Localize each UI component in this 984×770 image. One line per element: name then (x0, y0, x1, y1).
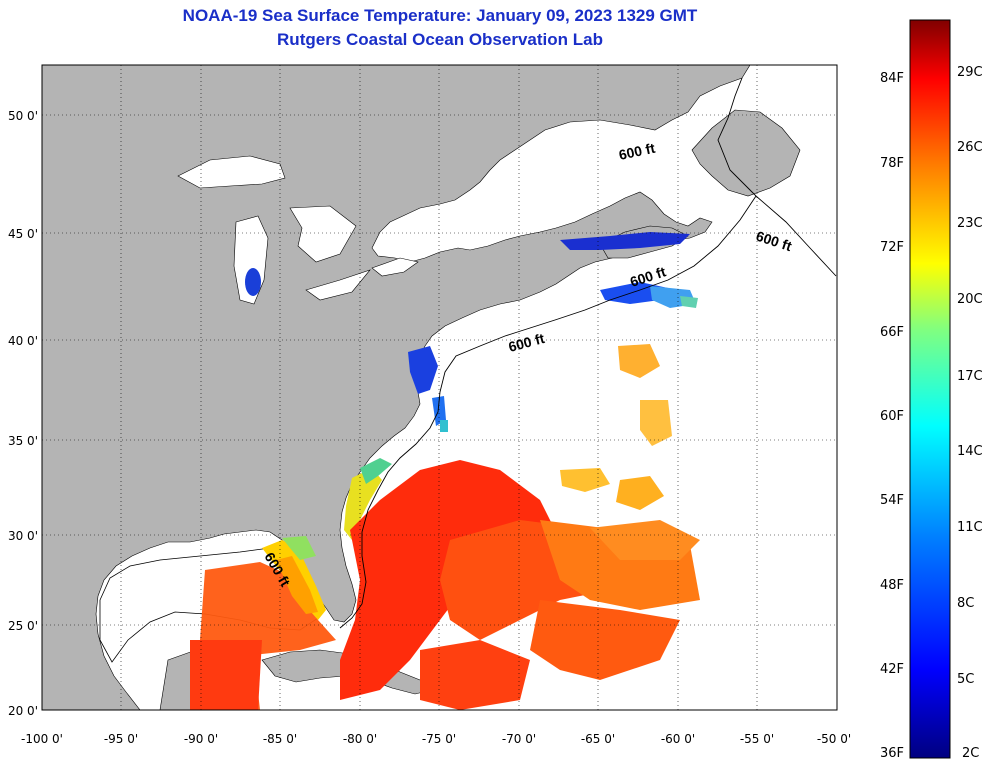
celsius-label: 11C (957, 520, 983, 535)
celsius-label: 20C (957, 292, 983, 307)
map-frame (41, 64, 838, 711)
lon-tick-label: -80 0' (343, 732, 377, 746)
lat-tick-label: 40 0' (8, 334, 38, 348)
lat-tick-label: 35 0' (8, 434, 38, 448)
fahrenheit-label: 36F (880, 746, 905, 761)
lon-tick-label: -60 0' (661, 732, 695, 746)
lon-tick-label: -50 0' (817, 732, 851, 746)
celsius-label: 2C (962, 746, 980, 761)
celsius-label: 17C (957, 369, 983, 384)
fahrenheit-label: 72F (880, 240, 905, 255)
celsius-label: 23C (957, 216, 983, 231)
lon-tick-label: -55 0' (740, 732, 774, 746)
lon-tick-label: -70 0' (502, 732, 536, 746)
lake-temperature-patch (245, 268, 261, 296)
longitude-axis: -100 0' -95 0' -90 0' -85 0' -80 0' -75 … (21, 732, 851, 746)
map-subtitle: Rutgers Coastal Ocean Observation Lab (277, 30, 603, 49)
lon-tick-label: -85 0' (263, 732, 297, 746)
celsius-label: 29C (957, 65, 983, 80)
fahrenheit-label: 60F (880, 409, 905, 424)
lat-tick-label: 20 0' (8, 704, 38, 718)
celsius-label: 5C (957, 672, 975, 687)
shelf-contour (339, 77, 837, 629)
sst-data (190, 232, 700, 710)
newfoundland-land (691, 109, 801, 197)
fahrenheit-label: 66F (880, 325, 905, 340)
lon-tick-label: -100 0' (21, 732, 63, 746)
latitude-axis: 50 0' 45 0' 40 0' 35 0' 30 0' 25 0' 20 0… (8, 109, 38, 718)
fahrenheit-label: 78F (880, 156, 905, 171)
graticule (42, 65, 837, 710)
fahrenheit-label: 48F (880, 578, 905, 593)
celsius-label: 26C (957, 140, 983, 155)
north-america-land (42, 65, 751, 710)
fahrenheit-label: 54F (880, 493, 905, 508)
celsius-label: 14C (957, 444, 983, 459)
lon-tick-label: -65 0' (581, 732, 615, 746)
lat-tick-label: 50 0' (8, 109, 38, 123)
fahrenheit-label: 42F (880, 662, 905, 677)
lon-tick-label: -90 0' (184, 732, 218, 746)
lat-tick-label: 30 0' (8, 529, 38, 543)
lon-tick-label: -95 0' (104, 732, 138, 746)
lat-tick-label: 25 0' (8, 619, 38, 633)
lat-tick-label: 45 0' (8, 227, 38, 241)
map-title: NOAA-19 Sea Surface Temperature: January… (182, 6, 698, 25)
celsius-label: 8C (957, 596, 975, 611)
contour-label: 600 ft (617, 140, 656, 163)
temperature-colorbar (909, 19, 951, 759)
lon-tick-label: -75 0' (422, 732, 456, 746)
fahrenheit-label: 84F (880, 71, 905, 86)
